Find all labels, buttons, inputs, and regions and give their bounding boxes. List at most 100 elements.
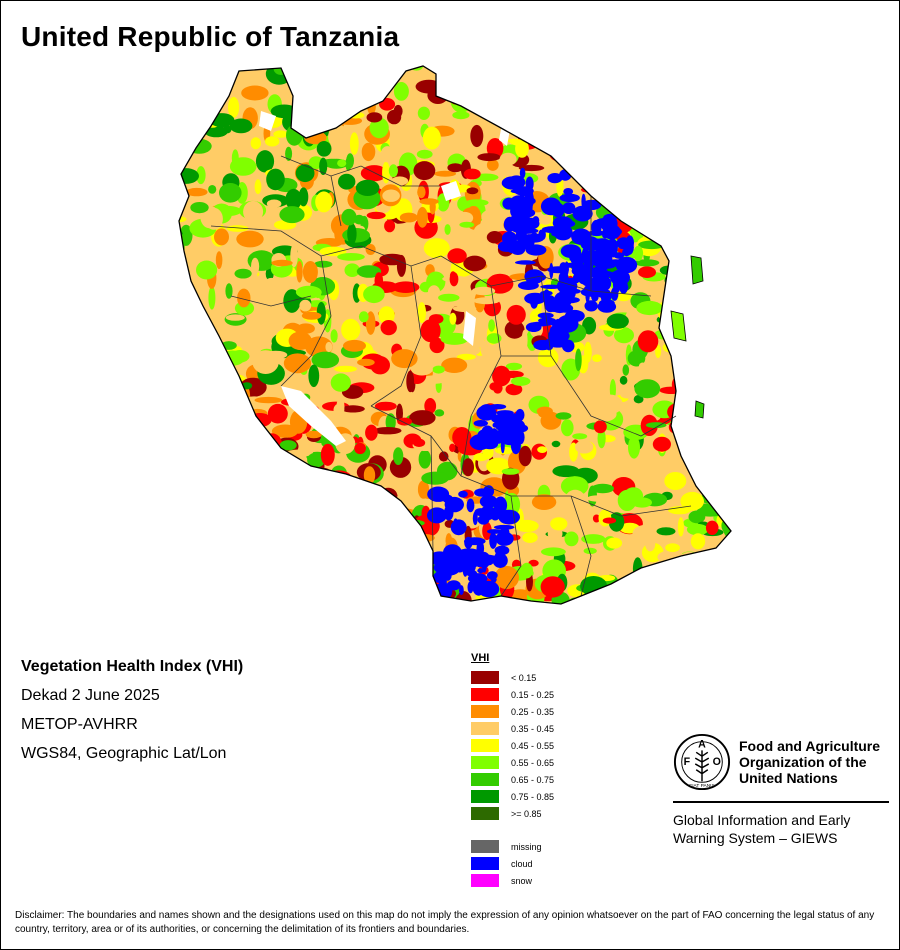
vhi-pixel-cluster: [416, 206, 428, 228]
vhi-pixel-cluster: [212, 401, 222, 418]
vhi-pixel-cluster: [388, 164, 398, 178]
vhi-pixel-cluster: [506, 304, 526, 325]
vhi-pixel-cluster: [452, 111, 470, 120]
vhi-pixel-cluster: [482, 602, 492, 604]
vhi-pixel-cluster: [555, 111, 566, 135]
vhi-pixel-cluster: [664, 273, 685, 288]
vhi-pixel-cluster: [196, 260, 218, 280]
fao-logo-icon: F A O FIAT PANIS: [673, 733, 731, 791]
vhi-pixel-cluster: [561, 419, 574, 437]
vhi-pixel-cluster: [410, 363, 433, 376]
vhi-pixel-cluster: [249, 517, 259, 524]
vhi-pixel-cluster: [456, 353, 476, 360]
vhi-pixel-cluster: [296, 575, 303, 586]
vhi-pixel-cluster: [494, 565, 519, 590]
vhi-pixel-cluster: [290, 243, 298, 268]
vhi-pixel-cluster: [713, 94, 724, 103]
vhi-pixel-cluster: [723, 433, 731, 456]
vhi-pixel-cluster: [708, 413, 723, 436]
vhi-pixel-cluster: [368, 593, 384, 604]
vhi-pixel-cluster: [380, 320, 397, 336]
lake-eyasi-area: [463, 311, 476, 346]
vhi-pixel-cluster: [384, 219, 396, 233]
vhi-pixel-cluster: [307, 558, 319, 583]
vhi-pixel-cluster: [482, 521, 492, 541]
vhi-pixel-cluster: [299, 299, 312, 312]
cloud-patch: [490, 576, 497, 583]
vhi-pixel-cluster: [198, 534, 212, 542]
vhi-pixel-cluster: [731, 92, 751, 108]
vhi-pixel-cluster: [310, 585, 330, 604]
vhi-pixel-cluster: [633, 395, 644, 404]
cloud-patch: [544, 295, 557, 313]
legend-label: 0.35 - 0.45: [511, 723, 555, 734]
cloud-patch: [520, 209, 529, 216]
vhi-pixel-cluster: [695, 237, 707, 253]
vhi-pixel-cluster: [371, 502, 391, 526]
vhi-pixel-cluster: [652, 93, 665, 105]
vhi-pixel-cluster: [448, 66, 462, 70]
vhi-pixel-cluster: [336, 542, 356, 550]
vhi-pixel-cluster: [193, 552, 201, 568]
vhi-pixel-cluster: [179, 405, 197, 430]
vhi-pixel-cluster: [179, 148, 188, 161]
vhi-pixel-cluster: [363, 285, 385, 304]
vhi-pixel-cluster: [300, 529, 307, 536]
vhi-pixel-cluster: [179, 421, 184, 444]
vhi-pixel-cluster: [424, 398, 437, 414]
vhi-pixel-cluster: [559, 131, 569, 150]
vhi-pixel-cluster: [463, 255, 487, 272]
vhi-pixel-cluster: [664, 565, 685, 577]
cloud-patch: [519, 167, 526, 179]
vhi-pixel-cluster: [741, 198, 751, 211]
vhi-pixel-cluster: [716, 365, 724, 374]
vhi-pixel-cluster: [635, 68, 647, 88]
vhi-pixel-cluster: [704, 217, 731, 224]
vhi-pixel-cluster: [649, 95, 667, 107]
vhi-pixel-cluster: [684, 445, 691, 456]
vhi-pixel-cluster: [355, 179, 380, 196]
vhi-pixel-cluster: [621, 178, 649, 197]
vhi-pixel-cluster: [740, 271, 751, 289]
vhi-pixel-cluster: [338, 547, 350, 571]
vhi-pixel-cluster: [742, 322, 751, 339]
vhi-pixel-cluster: [422, 126, 441, 150]
vhi-pixel-cluster: [676, 417, 691, 429]
vhi-pixel-cluster: [572, 82, 589, 104]
vhi-pixel-cluster: [638, 240, 666, 250]
vhi-pixel-cluster: [306, 484, 322, 506]
cloud-patch: [496, 410, 514, 416]
vhi-pixel-cluster: [274, 470, 291, 483]
vhi-pixel-cluster: [665, 148, 676, 169]
vhi-pixel-cluster: [241, 85, 269, 101]
cloud-patch: [433, 584, 447, 597]
vhi-pixel-cluster: [245, 533, 270, 546]
vhi-pixel-cluster: [735, 95, 742, 112]
vhi-pixel-cluster: [338, 535, 366, 550]
vhi-pixel-cluster: [315, 92, 329, 100]
vhi-pixel-cluster: [648, 589, 655, 598]
vhi-pixel-cluster: [622, 364, 630, 376]
vhi-pixel-cluster: [427, 86, 449, 104]
cloud-patch: [493, 496, 508, 515]
vhi-pixel-cluster: [228, 96, 240, 118]
vhi-pixel-cluster: [218, 81, 234, 90]
cloud-patch: [596, 248, 614, 254]
vhi-pixel-cluster: [536, 75, 562, 88]
vhi-pixel-cluster: [590, 56, 602, 61]
vhi-pixel-cluster: [481, 208, 509, 225]
vhi-pixel-cluster: [688, 298, 705, 318]
vhi-pixel-cluster: [283, 353, 312, 374]
vhi-pixel-cluster: [189, 524, 212, 541]
legend-item: 0.65 - 0.75: [471, 771, 554, 788]
legend-item: missing: [471, 838, 554, 855]
vhi-pixel-cluster: [187, 580, 205, 594]
vhi-pixel-cluster: [732, 561, 751, 585]
vhi-pixel-cluster: [227, 592, 240, 604]
legend-label: 0.45 - 0.55: [511, 740, 555, 751]
vhi-pixel-cluster: [319, 246, 347, 257]
vhi-pixel-cluster: [519, 66, 529, 71]
vhi-pixel-cluster: [720, 566, 731, 583]
vhi-pixel-cluster: [682, 240, 689, 258]
vhi-pixel-cluster: [730, 370, 731, 392]
